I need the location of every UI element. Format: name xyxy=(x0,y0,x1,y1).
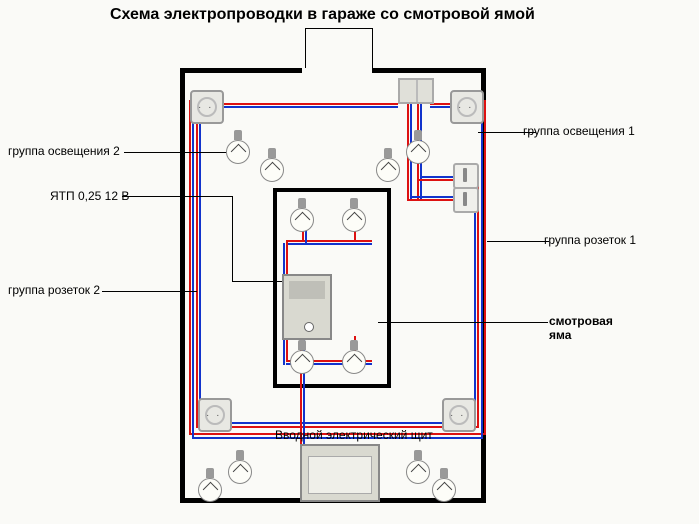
light-bulb-icon xyxy=(228,450,254,486)
red-wire xyxy=(189,100,191,433)
light-bulb-icon xyxy=(406,450,432,486)
blue-wire xyxy=(199,106,201,422)
leader-line xyxy=(232,281,287,282)
light-bulb-icon xyxy=(226,130,252,166)
blue-wire xyxy=(410,196,457,198)
blue-wire xyxy=(474,185,476,422)
outlet-icon xyxy=(198,398,232,432)
blue-wire xyxy=(481,104,483,437)
blue-wire xyxy=(286,243,372,245)
label-sockets1: группа розеток 1 xyxy=(544,233,636,247)
light-bulb-icon xyxy=(376,148,402,184)
label-panel: Вводной электрический щит xyxy=(275,428,433,442)
blue-wire xyxy=(199,106,398,108)
red-wire xyxy=(286,240,372,242)
pit-light-bulb-icon xyxy=(290,198,316,234)
pit-light-bulb-icon xyxy=(342,340,368,376)
blue-wire xyxy=(420,176,455,178)
pit-light-bulb-icon xyxy=(342,198,368,234)
leader-line xyxy=(124,152,234,153)
red-wire xyxy=(477,179,479,426)
leader-line xyxy=(102,291,197,292)
leader-line xyxy=(305,28,306,68)
leader-line xyxy=(378,322,548,323)
diagram-canvas: { "title": { "text": "Схема электропрово… xyxy=(0,0,699,524)
leader-line xyxy=(372,28,373,68)
label-yatp: ЯТП 0,25 12 В xyxy=(50,189,129,203)
light-bulb-icon xyxy=(406,130,432,166)
red-wire xyxy=(417,179,455,181)
label-sockets2: группа розеток 2 xyxy=(8,283,100,297)
label-lighting2: группа освещения 2 xyxy=(8,144,120,158)
red-wire xyxy=(407,199,457,201)
leader-line xyxy=(487,241,549,242)
outlet-icon xyxy=(450,90,484,124)
leader-line xyxy=(232,196,233,281)
switch-icon xyxy=(453,163,479,189)
main-panel-icon xyxy=(300,444,380,502)
diagram-title: Схема электропроводки в гараже со смотро… xyxy=(110,6,535,24)
outlet-icon xyxy=(190,90,224,124)
light-bulb-icon xyxy=(432,468,458,504)
pit-light-bulb-icon xyxy=(290,340,316,376)
leader-line xyxy=(305,28,373,29)
light-bulb-icon xyxy=(198,468,224,504)
junction-box-icon xyxy=(398,78,434,104)
blue-wire xyxy=(199,422,476,424)
switch-icon xyxy=(453,187,479,213)
label-pit: смотровая яма xyxy=(549,314,613,343)
outlet-icon xyxy=(442,398,476,432)
red-wire xyxy=(196,103,398,105)
transformer-box-icon xyxy=(282,274,332,340)
red-wire xyxy=(484,100,486,433)
leader-line xyxy=(122,196,232,197)
label-lighting1: группа освещения 1 xyxy=(523,124,635,138)
light-bulb-icon xyxy=(260,148,286,184)
blue-wire xyxy=(192,104,194,437)
